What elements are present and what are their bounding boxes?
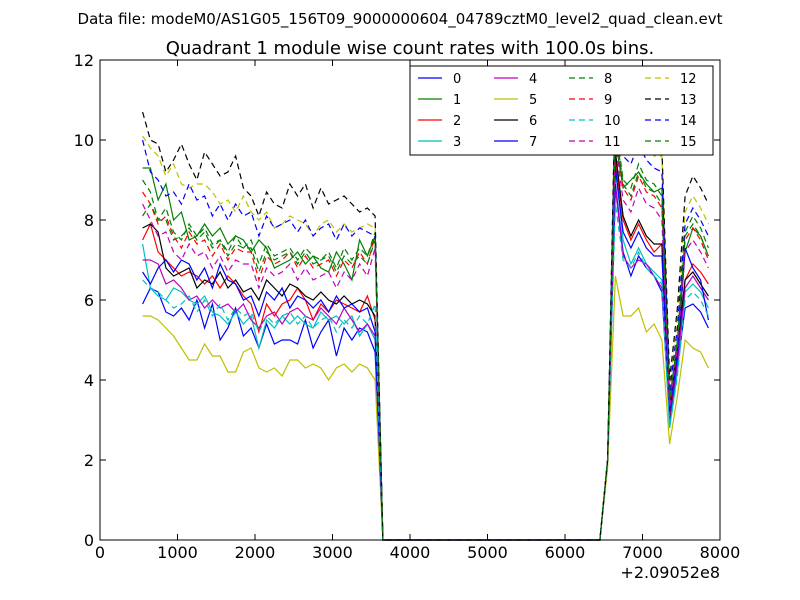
- y-tick-label: 4: [84, 371, 94, 390]
- legend-label-12: 12: [680, 72, 697, 87]
- legend-label-7: 7: [529, 135, 537, 150]
- legend-label-14: 14: [680, 114, 697, 129]
- series-line-10: [142, 203, 709, 541]
- x-tick-label: 3000: [312, 543, 353, 562]
- x-tick-label: 0: [95, 543, 105, 562]
- legend-label-10: 10: [604, 114, 621, 129]
- legend-label-11: 11: [604, 135, 621, 150]
- legend-label-15: 15: [680, 135, 697, 150]
- x-tick-label: 4000: [390, 543, 431, 562]
- x-tick-label: 5000: [467, 543, 508, 562]
- legend-label-6: 6: [529, 114, 537, 129]
- axis-ticks: 0 1000 2000 3000 4000 5000 6000 7000 80000246810…: [74, 51, 741, 562]
- x-tick-label: 7000: [622, 543, 663, 562]
- legend-label-2: 2: [453, 114, 461, 129]
- legend-label-13: 13: [680, 93, 697, 108]
- x-tick-label: 2000: [235, 543, 276, 562]
- y-tick-label: 8: [84, 211, 94, 230]
- y-tick-label: 0: [84, 531, 94, 550]
- legend-label-8: 8: [604, 72, 612, 87]
- legend-label-0: 0: [453, 72, 461, 87]
- y-tick-label: 10: [74, 131, 94, 150]
- x-tick-label: 1000: [157, 543, 198, 562]
- y-tick-label: 2: [84, 451, 94, 470]
- x-tick-label: 8000: [700, 543, 741, 562]
- legend-label-9: 9: [604, 93, 612, 108]
- legend-frame: [409, 65, 714, 156]
- x-offset-label: +2.09052e8: [620, 563, 720, 582]
- chart-title: Quadrant 1 module wise count rates with …: [166, 38, 655, 59]
- legend-label-4: 4: [529, 72, 537, 87]
- legend-label-5: 5: [529, 93, 537, 108]
- x-tick-label: 6000: [545, 543, 586, 562]
- legend-label-3: 3: [453, 135, 461, 150]
- figure-suptitle: Data file: modeM0/AS1G05_156T09_90000006…: [78, 10, 723, 29]
- y-tick-label: 6: [84, 291, 94, 310]
- legend-label-1: 1: [453, 93, 461, 108]
- y-tick-label: 12: [74, 51, 94, 70]
